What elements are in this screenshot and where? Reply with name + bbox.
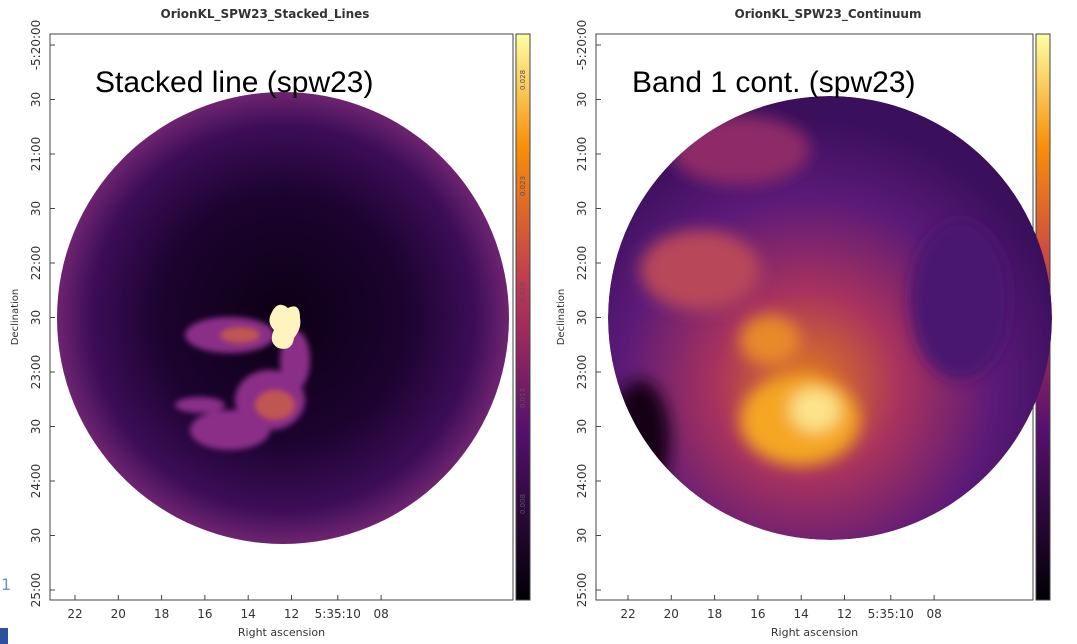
y-axis-label: Declination xyxy=(10,289,21,346)
y-tick-label: 25:00 xyxy=(575,573,589,608)
y-tick-label: 30 xyxy=(29,92,43,107)
colorbar-tick-label: 0.028 xyxy=(519,70,527,90)
x-tick-label: 14 xyxy=(241,607,256,621)
y-tick-label: 30 xyxy=(29,201,43,216)
y-tick-label: 30 xyxy=(29,528,43,543)
y-tick-label: 30 xyxy=(29,419,43,434)
overlay-label: Stacked line (spw23) xyxy=(95,66,373,99)
y-tick-label: 22:00 xyxy=(575,246,589,281)
x-tick-label: 20 xyxy=(664,607,679,621)
x-tick-label: 20 xyxy=(111,607,126,621)
y-tick-label: 22:00 xyxy=(29,246,43,281)
x-tick-label: 14 xyxy=(794,607,809,621)
image-left xyxy=(57,92,509,544)
colorbar-tick-label: 0.018 xyxy=(519,282,527,302)
x-axis-label: Right ascension xyxy=(238,626,325,639)
panel-title: OrionKL_SPW23_Stacked_Lines xyxy=(161,7,370,22)
overlay-label: Band 1 cont. (spw23) xyxy=(632,66,916,99)
y-axis-label: Declination xyxy=(556,289,567,346)
x-tick-label: 22 xyxy=(67,607,82,621)
slide-number: 1 xyxy=(1,575,11,594)
x-tick-label: 08 xyxy=(373,607,388,621)
x-tick-label: 12 xyxy=(837,607,852,621)
x-tick-label: 5:35:10 xyxy=(868,607,914,621)
y-tick-label: 30 xyxy=(575,419,589,434)
slide-marker xyxy=(0,628,8,644)
x-tick-label: 16 xyxy=(197,607,212,621)
y-tick-label: -5:20:00 xyxy=(575,20,589,71)
image-right xyxy=(608,96,1052,540)
y-tick-label: 21:00 xyxy=(29,137,43,172)
y-tick-label: 30 xyxy=(575,201,589,216)
x-tick-label: 18 xyxy=(707,607,722,621)
y-tick-label: 21:00 xyxy=(575,137,589,172)
x-tick-label: 5:35:10 xyxy=(315,607,361,621)
x-tick-label: 22 xyxy=(620,607,635,621)
y-tick-label: 23:00 xyxy=(29,355,43,390)
x-tick-label: 16 xyxy=(750,607,765,621)
y-tick-label: 30 xyxy=(575,310,589,325)
colorbar-tick-label: 0.013 xyxy=(519,388,527,408)
x-axis-label: Right ascension xyxy=(771,626,858,639)
y-tick-label: 25:00 xyxy=(29,573,43,608)
x-tick-label: 18 xyxy=(154,607,169,621)
y-tick-label: 30 xyxy=(575,528,589,543)
y-tick-label: 30 xyxy=(575,92,589,107)
panel-title: OrionKL_SPW23_Continuum xyxy=(735,7,922,22)
colorbar-tick-label: 0.023 xyxy=(519,176,527,196)
x-tick-label: 12 xyxy=(284,607,299,621)
x-tick-label: 08 xyxy=(926,607,941,621)
y-tick-label: 30 xyxy=(29,310,43,325)
colorbar-tick-label: 0.008 xyxy=(519,494,527,514)
y-tick-label: -5:20:00 xyxy=(29,20,43,71)
y-tick-label: 23:00 xyxy=(575,355,589,390)
y-tick-label: 24:00 xyxy=(29,464,43,499)
y-tick-label: 24:00 xyxy=(575,464,589,499)
